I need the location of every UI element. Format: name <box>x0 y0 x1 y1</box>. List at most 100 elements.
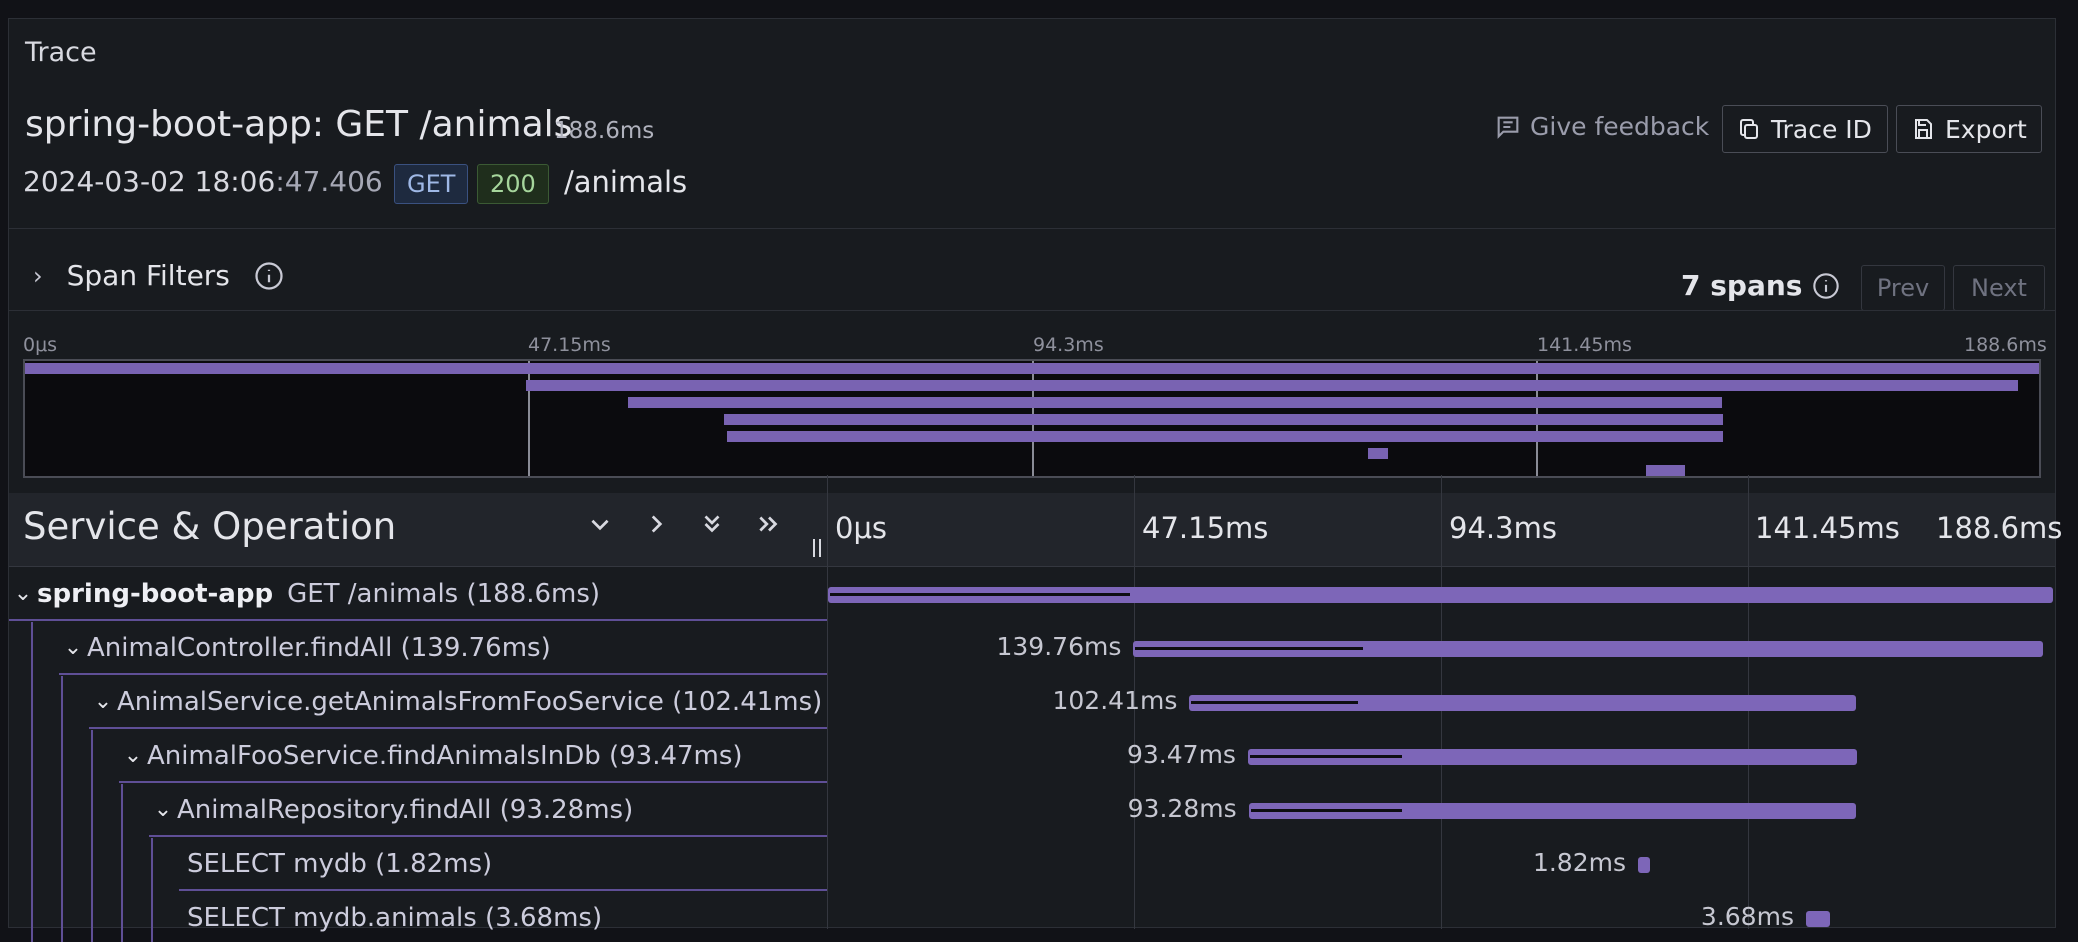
service-operation-header: Service & Operation <box>23 505 397 548</box>
next-button[interactable]: Next <box>1953 265 2045 311</box>
copy-icon <box>1737 117 1761 141</box>
span-operation-name: AnimalService.getAnimalsFromFooService (… <box>117 686 823 717</box>
trace-title: spring-boot-app: GET /animals <box>25 104 573 145</box>
minimap-tick: 188.6ms <box>1964 334 2047 356</box>
tree-indent-guide <box>91 838 93 892</box>
collapse-one-icon[interactable] <box>587 511 613 537</box>
minimap-span <box>525 380 2019 391</box>
span-row-label[interactable]: ⌄ AnimalRepository.findAll (93.28ms) <box>149 784 827 837</box>
span-duration-label: 93.47ms <box>1127 740 1236 769</box>
span-operation-name: AnimalRepository.findAll (93.28ms) <box>177 794 634 825</box>
span-operation-name: AnimalController.findAll (139.76ms) <box>87 632 551 663</box>
span-row-label[interactable]: SELECT mydb (1.82ms) <box>179 838 827 891</box>
tree-indent-guide <box>91 730 93 784</box>
tree-indent-guide <box>31 892 33 942</box>
minimap-tick: 0μs <box>23 334 58 356</box>
panel-title: Trace <box>25 37 97 68</box>
prev-button[interactable]: Prev <box>1861 265 1945 311</box>
tree-indent-guide <box>91 784 93 838</box>
minimap-span <box>1368 448 1388 459</box>
minimap-tick: 141.45ms <box>1537 334 1632 356</box>
minimap-span <box>724 414 1723 425</box>
tree-indent-guide <box>61 730 63 784</box>
timeline-tick: 47.15ms <box>1142 511 1269 545</box>
span-operation-name: GET /animals (188.6ms) <box>287 578 601 609</box>
export-button[interactable]: Export <box>1896 105 2042 153</box>
span-self-time <box>1135 647 1363 650</box>
span-bar[interactable] <box>1248 803 1856 819</box>
comment-icon <box>1494 113 1522 141</box>
give-feedback-label: Give feedback <box>1530 112 1710 141</box>
span-row-label[interactable]: SELECT mydb.animals (3.68ms) <box>179 892 827 942</box>
minimap-span <box>628 397 1722 408</box>
span-bar[interactable] <box>1247 749 1857 765</box>
span-duration-label: 102.41ms <box>1052 686 1178 715</box>
tree-indent-guide <box>61 892 63 942</box>
tree-indent-guide <box>31 730 33 784</box>
tree-indent-guide <box>61 838 63 892</box>
column-resize-handle[interactable] <box>810 539 824 557</box>
span-operation-name: AnimalFooService.findAnimalsInDb (93.47m… <box>147 740 743 771</box>
spans-count: 7 spans <box>1681 269 1840 302</box>
span-bar[interactable] <box>828 587 2053 603</box>
tree-indent-guide <box>91 892 93 942</box>
tree-indent-guide <box>61 676 63 730</box>
span-operation-name: SELECT mydb (1.82ms) <box>187 848 493 879</box>
minimap-tick: 94.3ms <box>1033 334 1104 356</box>
span-filters-toggle[interactable]: › Span Filters <box>33 259 284 292</box>
span-row-label[interactable]: ⌄ AnimalService.getAnimalsFromFooService … <box>89 676 827 729</box>
divider <box>9 228 2055 229</box>
span-bar[interactable] <box>1805 911 1830 927</box>
timeline-tick: 141.45ms <box>1755 511 1900 545</box>
span-bar[interactable] <box>1189 695 1857 711</box>
span-duration-label: 139.76ms <box>996 632 1122 661</box>
expand-all-icon[interactable] <box>755 511 783 537</box>
method-tag: GET <box>394 164 469 204</box>
give-feedback-link[interactable]: Give feedback <box>1494 112 1709 141</box>
chevron-down-icon[interactable]: ⌄ <box>63 635 83 660</box>
collapse-all-icon[interactable] <box>699 511 725 537</box>
minimap-tick: 47.15ms <box>528 334 611 356</box>
trace-minimap[interactable] <box>23 359 2041 478</box>
span-self-time <box>1249 755 1403 758</box>
expand-one-icon[interactable] <box>643 511 669 537</box>
span-self-time <box>1191 701 1359 704</box>
table-header <box>9 493 2055 567</box>
tree-indent-guide <box>121 838 123 892</box>
span-filters-label: Span Filters <box>66 259 230 292</box>
span-self-time <box>1250 809 1403 812</box>
tree-indent-guide <box>31 838 33 892</box>
chevron-down-icon[interactable]: ⌄ <box>93 689 113 714</box>
trace-duration: 188.6ms <box>554 118 655 144</box>
span-duration-label: 1.82ms <box>1532 848 1626 877</box>
chevron-down-icon[interactable]: ⌄ <box>123 743 143 768</box>
timestamp-main: 2024-03-02 18:06 <box>23 165 276 198</box>
span-bar[interactable] <box>1637 857 1650 873</box>
trace-id-label: Trace ID <box>1771 114 1872 144</box>
status-tag: 200 <box>477 164 549 204</box>
chevron-down-icon[interactable]: ⌄ <box>153 797 173 822</box>
tree-indent-guide <box>31 622 33 676</box>
info-icon <box>254 261 284 291</box>
span-service-name: spring-boot-app <box>37 578 274 609</box>
timeline-gridline <box>1134 475 1135 929</box>
timeline-tick: 188.6ms <box>1936 511 2063 545</box>
chevron-down-icon[interactable]: ⌄ <box>13 581 33 606</box>
span-duration-label: 93.28ms <box>1127 794 1237 823</box>
span-bar[interactable] <box>1133 641 2044 657</box>
minimap-gridline <box>528 361 530 476</box>
span-row-label[interactable]: ⌄ spring-boot-app GET /animals (188.6ms) <box>9 568 827 621</box>
trace-url: /animals <box>564 165 688 199</box>
divider <box>9 310 2055 311</box>
save-icon <box>1911 117 1935 141</box>
span-operation-name: SELECT mydb.animals (3.68ms) <box>187 902 603 933</box>
minimap-span <box>25 363 2039 374</box>
export-label: Export <box>1945 114 2027 144</box>
trace-id-button[interactable]: Trace ID <box>1722 105 1888 153</box>
tree-indent-guide <box>31 784 33 838</box>
timeline-tick: 94.3ms <box>1449 511 1557 545</box>
span-row-label[interactable]: ⌄ AnimalFooService.findAnimalsInDb (93.47… <box>119 730 827 783</box>
span-row-label[interactable]: ⌄ AnimalController.findAll (139.76ms) <box>59 622 827 675</box>
spans-count-label: 7 spans <box>1681 269 1803 302</box>
tree-indent-guide <box>121 892 123 942</box>
